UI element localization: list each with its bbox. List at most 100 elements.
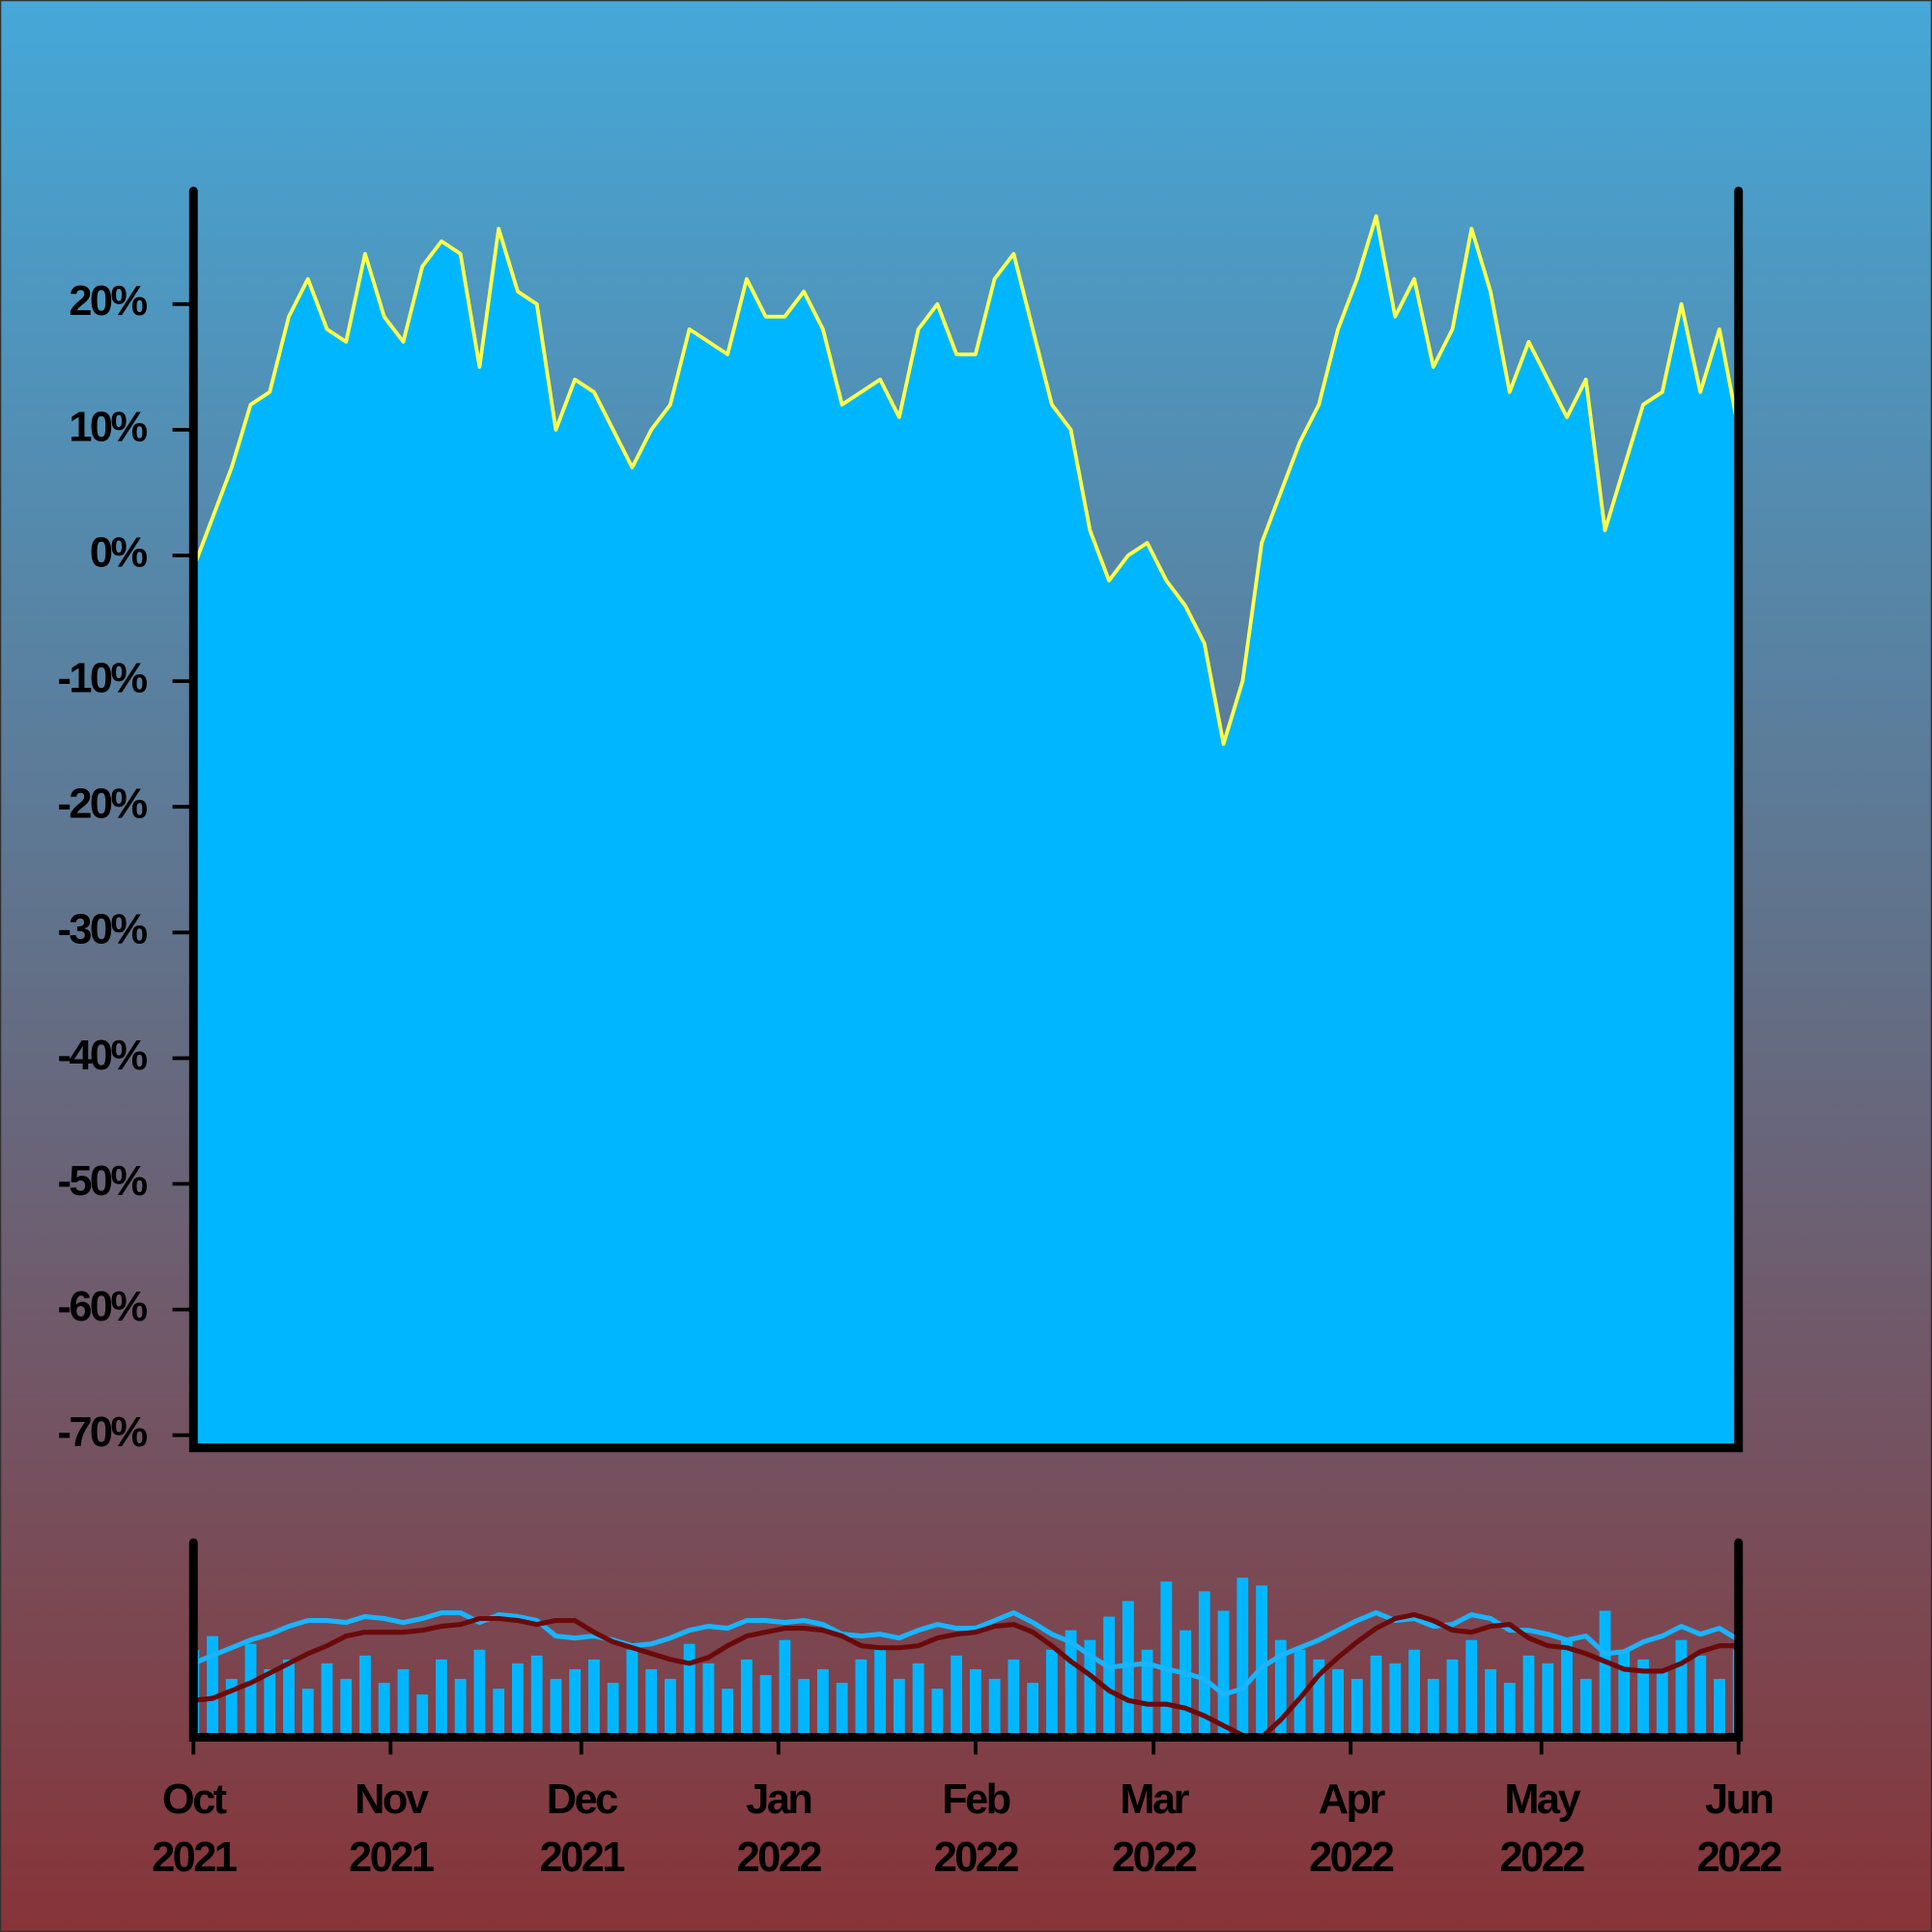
bar	[1103, 1616, 1116, 1738]
x-tick-label: May 2022	[1500, 1777, 1585, 1882]
bar	[321, 1662, 333, 1738]
bar	[1485, 1668, 1496, 1738]
bar	[722, 1689, 734, 1738]
bar	[550, 1679, 562, 1738]
x-tick-label-line: Oct	[162, 1777, 227, 1824]
x-tick-label-line: 2022	[934, 1834, 1019, 1881]
bar	[1579, 1679, 1592, 1738]
bar	[1618, 1649, 1631, 1738]
x-tick-label-line: 2022	[1309, 1834, 1394, 1881]
bar	[874, 1649, 887, 1738]
x-tick-label-line: 2022	[1112, 1834, 1197, 1881]
x-tick-label-line: 2022	[1500, 1834, 1585, 1881]
bar	[1370, 1655, 1382, 1738]
bar	[1217, 1610, 1230, 1738]
bar	[1427, 1679, 1439, 1738]
axes: 20% 10% 0% -10% -20% -30% -40% -50% -60% -70% Oct 2…	[57, 186, 1784, 1882]
x-tick-label: Mar 2022	[1112, 1777, 1197, 1882]
bar	[473, 1649, 486, 1738]
bar	[1008, 1659, 1020, 1738]
bar	[530, 1655, 543, 1738]
x-tick-label-line: Jan	[746, 1777, 810, 1824]
y-tick-label: -70%	[57, 1409, 147, 1456]
spine	[188, 1538, 1744, 1742]
bar	[893, 1679, 905, 1738]
x-tick-label: Oct 2021	[152, 1777, 237, 1882]
x-tick-label-line: Apr	[1319, 1777, 1386, 1824]
bar	[779, 1639, 791, 1738]
bar	[1350, 1679, 1363, 1738]
bar	[1236, 1577, 1249, 1738]
moving-line	[193, 1612, 1739, 1738]
moving-line	[193, 1609, 1739, 1697]
x-tick-label: Nov 2021	[349, 1777, 434, 1882]
area	[193, 215, 1739, 1448]
bar	[416, 1694, 429, 1738]
bar	[1389, 1662, 1402, 1738]
bar	[1675, 1639, 1688, 1738]
bar	[1542, 1662, 1554, 1738]
x-tick-label-line: 2022	[1697, 1834, 1782, 1881]
bar	[665, 1679, 676, 1738]
bar	[1714, 1679, 1725, 1738]
bar	[702, 1662, 715, 1738]
x-tick-label: Feb 2022	[934, 1777, 1019, 1882]
bar	[512, 1662, 524, 1738]
y-tick-label: -60%	[57, 1284, 147, 1330]
x-tick-label: Jan 2022	[737, 1777, 822, 1882]
lower-plot	[193, 1577, 1739, 1738]
bar	[1599, 1610, 1611, 1738]
bar	[1465, 1639, 1478, 1738]
bar	[855, 1659, 867, 1738]
bar	[931, 1689, 944, 1738]
y-tick-label: 20%	[69, 278, 147, 325]
x-tick-label-line: May	[1504, 1777, 1580, 1824]
bar	[207, 1635, 218, 1738]
main-plot	[193, 213, 1739, 1448]
bar	[1160, 1581, 1173, 1738]
bar	[1446, 1659, 1459, 1738]
bar	[1332, 1668, 1344, 1738]
x-tick-label-line: Jun	[1705, 1777, 1772, 1824]
bar	[1084, 1639, 1096, 1738]
bar	[969, 1668, 981, 1738]
line	[193, 213, 1739, 747]
bar	[283, 1659, 295, 1738]
bar	[493, 1689, 505, 1738]
bar	[1293, 1649, 1306, 1738]
y-tick-label: -20%	[57, 781, 147, 828]
bar	[1313, 1659, 1325, 1738]
bar	[1656, 1668, 1668, 1738]
bar	[683, 1643, 696, 1738]
bar	[988, 1679, 1001, 1738]
y-tick-label: 10%	[69, 404, 147, 450]
bar	[1027, 1683, 1039, 1738]
bar	[759, 1674, 772, 1738]
x-tick-label-line: Mar	[1120, 1777, 1189, 1824]
bar	[378, 1683, 390, 1738]
bar	[798, 1679, 810, 1738]
bar	[1694, 1655, 1707, 1738]
x-tick-label-line: Nov	[355, 1777, 429, 1824]
bar	[1274, 1639, 1287, 1738]
bar	[359, 1655, 371, 1738]
bar	[397, 1668, 410, 1738]
bar	[264, 1668, 276, 1738]
spine	[188, 186, 1744, 1453]
bar	[340, 1679, 353, 1738]
x-tick-label-line: 2022	[737, 1834, 822, 1881]
bar	[1503, 1683, 1516, 1738]
bar	[588, 1659, 600, 1738]
y-tick-label: -50%	[57, 1158, 147, 1205]
bar	[912, 1662, 924, 1738]
y-tick-label: -10%	[57, 656, 147, 702]
bar	[1045, 1649, 1058, 1738]
x-tick-label-line: 2021	[540, 1834, 625, 1881]
bar	[626, 1649, 639, 1738]
bar	[301, 1689, 314, 1738]
bar	[436, 1659, 447, 1738]
x-tick-label-line: 2021	[152, 1834, 237, 1881]
y-tick-label: -40%	[57, 1033, 147, 1079]
